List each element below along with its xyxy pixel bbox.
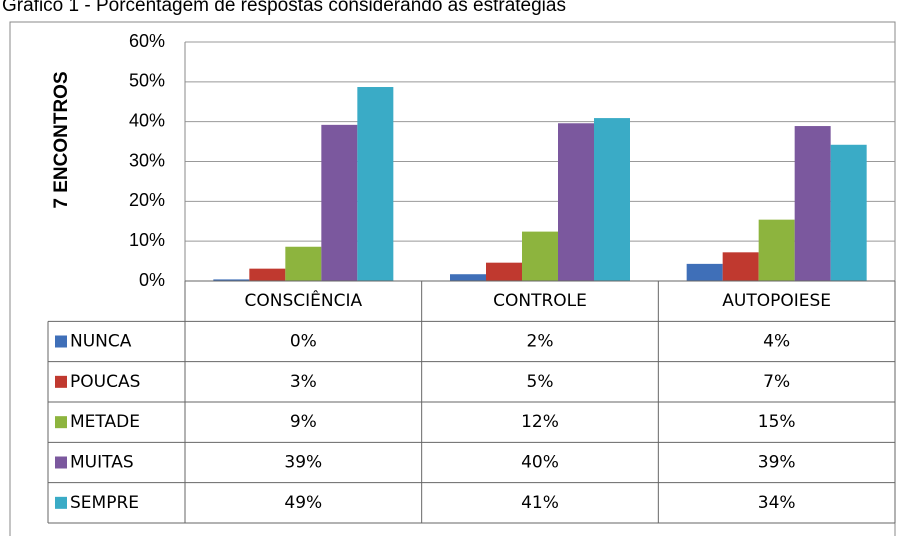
table-value: 9% <box>290 412 317 432</box>
table-value: 7% <box>763 372 790 392</box>
table-value: 15% <box>758 412 796 432</box>
table-value: 39% <box>284 453 322 473</box>
legend-swatch <box>55 335 67 348</box>
legend-label: POUCAS <box>70 372 140 392</box>
bar <box>249 268 286 281</box>
table-value: 0% <box>290 332 317 352</box>
table-value: 12% <box>521 412 559 432</box>
table-value: 39% <box>758 453 796 473</box>
y-tick-label: 40% <box>129 110 165 130</box>
legend-swatch <box>55 416 67 429</box>
y-tick-label: 20% <box>129 190 165 210</box>
bar <box>450 274 486 281</box>
legend-label: SEMPRE <box>70 493 139 513</box>
y-tick-label: 30% <box>129 150 165 170</box>
bar <box>794 126 831 281</box>
bar <box>357 87 394 282</box>
bar <box>285 246 322 281</box>
bar <box>830 144 867 281</box>
bar <box>558 123 594 281</box>
bar <box>522 231 558 281</box>
y-tick-label: 60% <box>129 31 165 51</box>
y-tick-label: 50% <box>129 71 165 91</box>
y-tick-label: 10% <box>129 230 165 250</box>
legend-label: NUNCA <box>70 332 132 352</box>
bar <box>686 263 723 281</box>
legend-swatch <box>55 456 67 469</box>
legend-label: METADE <box>70 412 140 432</box>
bar <box>213 279 250 281</box>
table-value: 49% <box>284 493 322 513</box>
legend-swatch <box>55 496 67 509</box>
table-value: 5% <box>527 372 554 392</box>
table-value: 40% <box>521 453 559 473</box>
bar <box>594 118 630 281</box>
bar <box>758 219 795 281</box>
category-label: CONTROLE <box>493 291 587 311</box>
bar <box>486 262 522 281</box>
category-label: CONSCIÊNCIA <box>245 289 363 311</box>
table-value: 41% <box>521 493 559 513</box>
y-axis-label: 7 ENCONTROS <box>51 71 72 208</box>
bar <box>722 252 759 281</box>
table-value: 4% <box>763 332 790 352</box>
chart-title: Gráfico 1 - Porcentagem de respostas con… <box>2 0 566 16</box>
legend-label: MUITAS <box>70 453 134 473</box>
table-value: 2% <box>527 332 554 352</box>
category-label: AUTOPOIESE <box>722 291 831 311</box>
y-tick-label: 0% <box>139 270 165 290</box>
table-value: 34% <box>758 493 796 513</box>
bar <box>321 124 358 281</box>
legend-swatch <box>55 375 67 388</box>
table-value: 3% <box>290 372 317 392</box>
